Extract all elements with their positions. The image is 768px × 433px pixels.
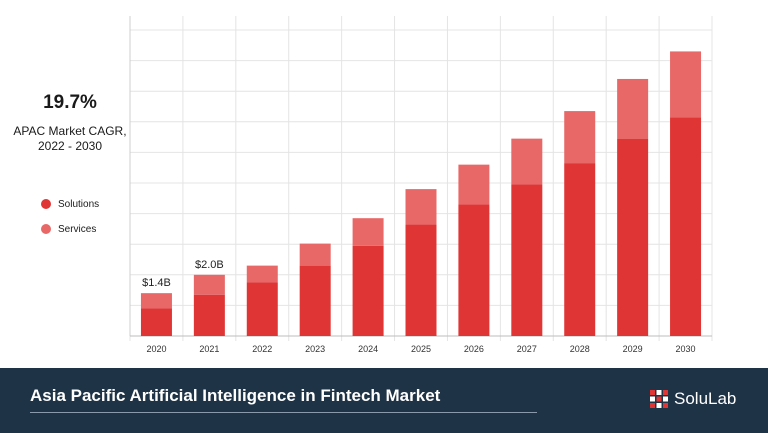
brand-name: SoluLab (674, 389, 737, 408)
bar-services-2024 (352, 218, 384, 246)
footer-bar: Asia Pacific Artificial Intelligence in … (0, 368, 768, 433)
bar-solutions-2026 (458, 204, 490, 336)
bar-solutions-2020 (140, 308, 172, 336)
chart: 2020 2021 2022 2023 2024 2025 2026 2027 2028 2029… (129, 16, 713, 354)
legend-label-services: Services (58, 223, 97, 235)
legend-swatch-services (41, 224, 51, 234)
x-tick-label: 2021 (199, 344, 219, 354)
solulab-logo-icon (650, 390, 668, 408)
x-tick-label: 2025 (411, 344, 431, 354)
chart-title: Asia Pacific Artificial Intelligence in … (30, 386, 441, 405)
x-tick-label: 2023 (305, 344, 325, 354)
bar-services-2028 (564, 111, 596, 164)
bar-solutions-2029 (617, 138, 649, 336)
legend-label-solutions: Solutions (58, 198, 100, 210)
cagr-label: APAC Market CAGR, 2022 - 2030 (13, 124, 127, 153)
x-tick-label: 2029 (623, 344, 643, 354)
x-tick-label: 2027 (517, 344, 537, 354)
legend-swatch-solutions (41, 199, 51, 209)
x-tick-label: 2028 (570, 344, 590, 354)
bar-services-2020 (140, 293, 172, 309)
summary-panel: 19.7% APAC Market CAGR, 2022 - 2030 Solu… (0, 0, 128, 368)
x-tick-label: 2030 (676, 344, 696, 354)
legend-item-services: Services (41, 222, 96, 236)
x-tick-label: 2024 (358, 344, 378, 354)
brand: SoluLab (650, 389, 736, 409)
x-tick-label: 2022 (252, 344, 272, 354)
x-tick-label: 2020 (146, 344, 166, 354)
bar-services-2021 (193, 274, 225, 295)
x-tick-label: 2026 (464, 344, 484, 354)
bar-solutions-2028 (564, 163, 596, 336)
bar-services-2025 (405, 189, 437, 225)
data-label: $2.0B (195, 259, 224, 271)
bar-solutions-2027 (511, 184, 543, 336)
bar-services-2029 (617, 78, 649, 139)
title-underline (30, 412, 537, 413)
bar-solutions-2030 (670, 117, 702, 337)
bar-services-2026 (458, 164, 490, 205)
bar-solutions-2023 (299, 265, 331, 336)
bar-services-2022 (246, 265, 278, 283)
bar-services-2023 (299, 243, 331, 266)
legend-item-solutions: Solutions (41, 197, 99, 211)
bar-solutions-2022 (246, 282, 278, 336)
cagr-value: 19.7% (43, 92, 97, 113)
bar-solutions-2025 (405, 224, 437, 336)
bar-services-2027 (511, 138, 543, 185)
bar-solutions-2024 (352, 245, 384, 336)
bar-services-2030 (670, 51, 702, 118)
bar-solutions-2021 (193, 294, 225, 336)
data-label: $1.4B (142, 277, 171, 289)
